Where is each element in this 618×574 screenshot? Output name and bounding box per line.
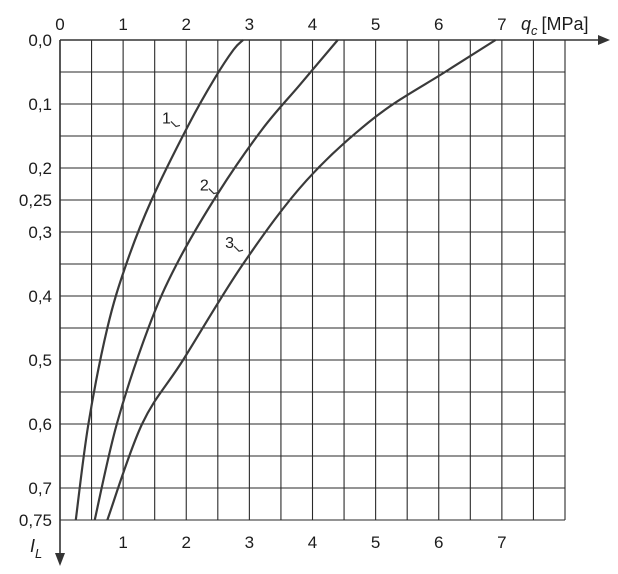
x-tick-top-0: 0	[55, 15, 64, 34]
curve-label-3: 3	[225, 235, 234, 252]
y-tick-0-1: 0,1	[28, 95, 52, 114]
x-tick-top-1: 1	[118, 15, 127, 34]
y-tick-0-25: 0,25	[19, 191, 52, 210]
x-axis-label: qc [MPa]	[521, 14, 589, 38]
y-tick-0-4: 0,4	[28, 287, 52, 306]
x-tick-bottom-5: 5	[371, 533, 380, 552]
curve-2	[93, 39, 339, 521]
curve-label-2: 2	[200, 178, 209, 195]
curve-label-leader-1	[170, 120, 181, 128]
x-tick-top-6: 6	[434, 15, 443, 34]
x-tick-bottom-3: 3	[245, 533, 254, 552]
curve-label-1: 1	[162, 110, 171, 127]
curve-1	[74, 39, 244, 521]
x-tick-top-2: 2	[182, 15, 191, 34]
y-tick-0-3: 0,3	[28, 223, 52, 242]
x-axis-arrow	[598, 35, 610, 45]
x-tick-bottom-7: 7	[497, 533, 506, 552]
y-tick-0-5: 0,5	[28, 351, 52, 370]
x-tick-top-3: 3	[245, 15, 254, 34]
x-tick-top-7: 7	[497, 15, 506, 34]
x-tick-bottom-2: 2	[182, 533, 191, 552]
grid	[59, 39, 566, 521]
y-tick-0-7: 0,7	[28, 479, 52, 498]
x-tick-bottom-4: 4	[308, 533, 317, 552]
y-tick-0-0: 0,0	[28, 31, 52, 50]
x-tick-bottom-6: 6	[434, 533, 443, 552]
tick-labels: 0 1 2 3 4 5 6 7 1 2 3 4 5 6 7 0,0 0,1 0,2 0,25 0,3 0,4 0,5 0,6…	[19, 15, 507, 552]
curve-label-leader-2	[208, 188, 218, 195]
curve-label-leader-3	[233, 245, 244, 252]
x-tick-bottom-1: 1	[118, 533, 127, 552]
x-tick-top-5: 5	[371, 15, 380, 34]
y-tick-0-6: 0,6	[28, 415, 52, 434]
curve-labels: 1 2 3	[162, 110, 244, 252]
y-axis-label: IL	[30, 536, 42, 561]
y-tick-0-2: 0,2	[28, 159, 52, 178]
curves	[74, 39, 497, 521]
x-tick-top-4: 4	[308, 15, 317, 34]
axes	[55, 35, 610, 566]
y-axis-arrow	[55, 553, 65, 566]
y-tick-0-75: 0,75	[19, 511, 52, 530]
curve-3	[106, 39, 497, 521]
